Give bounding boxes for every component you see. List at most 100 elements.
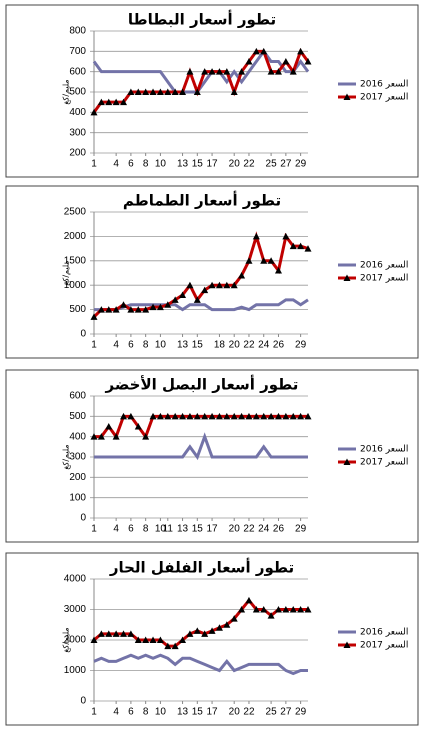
marker	[149, 636, 157, 643]
y-tick-label: 300	[69, 127, 86, 138]
marker	[230, 281, 238, 289]
marker	[267, 412, 275, 420]
series-line	[92, 48, 310, 94]
marker	[142, 636, 150, 643]
x-tick-label: 10	[155, 340, 167, 351]
marker	[142, 88, 150, 95]
marker	[289, 412, 297, 420]
x-tick-label: 29	[295, 524, 307, 535]
marker	[179, 636, 187, 643]
legend-label: السعر 2017	[360, 458, 408, 468]
x-tick-label: 17	[207, 707, 219, 718]
marker	[215, 624, 223, 631]
marker	[304, 412, 312, 420]
legend-marker	[343, 641, 351, 648]
marker	[260, 606, 268, 613]
marker	[127, 306, 135, 313]
series-line	[94, 432, 308, 461]
marker	[201, 412, 209, 420]
y-tick-label: 600	[69, 66, 86, 77]
marker	[127, 630, 135, 637]
y-tick-label: 1500	[64, 255, 87, 266]
x-tick-label: 13	[177, 524, 189, 535]
x-tick-label: 15	[192, 159, 204, 170]
x-tick-label: 22	[243, 524, 255, 535]
x-tick-label: 1	[91, 524, 97, 535]
y-tick-label: 400	[69, 431, 86, 442]
marker	[164, 301, 172, 308]
x-tick-label: 13	[177, 340, 189, 351]
x-tick-label: 1	[91, 340, 97, 351]
marker	[186, 412, 194, 420]
x-tick-label: 6	[128, 340, 134, 351]
marker	[289, 606, 297, 613]
x-tick-label: 4	[113, 707, 119, 718]
legend-label: السعر 2017	[360, 641, 408, 651]
marker	[282, 606, 290, 613]
marker	[179, 88, 187, 95]
x-tick-label: 27	[280, 707, 292, 718]
legend-marker	[343, 458, 351, 465]
marker	[252, 606, 260, 613]
marker	[149, 88, 157, 95]
marker	[149, 412, 157, 420]
y-tick-label: 1000	[64, 665, 87, 676]
marker	[260, 257, 268, 264]
marker	[97, 630, 105, 637]
marker	[201, 286, 209, 294]
marker	[156, 303, 164, 311]
marker	[171, 642, 179, 650]
marker	[171, 412, 179, 420]
x-tick-label: 10	[155, 159, 167, 170]
x-tick-label: 17	[207, 524, 219, 535]
marker	[134, 306, 142, 313]
legend-label: السعر 2016	[360, 261, 408, 271]
x-tick-label: 22	[243, 159, 255, 170]
y-tick-label: 1000	[64, 280, 87, 291]
marker	[120, 412, 128, 420]
y-tick-label: 0	[80, 329, 86, 340]
marker	[245, 58, 253, 65]
marker	[112, 306, 120, 313]
marker	[105, 98, 113, 106]
marker	[289, 242, 297, 250]
marker	[215, 68, 223, 75]
y-tick-label: 500	[69, 87, 86, 98]
x-tick-label: 15	[192, 340, 204, 351]
chart-title: تطور أسعار البصل الأخضر	[105, 375, 299, 394]
chart-title: تطور أسعار الطماطم	[123, 191, 281, 210]
y-tick-label: 100	[69, 492, 86, 503]
marker	[112, 433, 120, 440]
y-tick-label: 2000	[64, 635, 87, 646]
y-tick-label: 200	[69, 148, 86, 159]
marker	[297, 606, 305, 613]
marker	[186, 630, 194, 637]
marker	[127, 412, 135, 420]
marker	[215, 412, 223, 420]
marker	[208, 68, 216, 75]
marker	[282, 232, 290, 240]
y-tick-label: 500	[69, 304, 86, 315]
x-tick-label: 1	[91, 159, 97, 170]
x-tick-label: 8	[143, 159, 149, 170]
y-axis-label: مليم/كغ	[62, 260, 71, 285]
marker	[274, 267, 282, 274]
series-line	[93, 653, 308, 676]
marker	[179, 412, 187, 420]
marker	[238, 412, 246, 420]
x-tick-label: 1	[91, 707, 97, 718]
marker	[304, 245, 312, 252]
x-tick-label: 10	[155, 524, 167, 535]
marker	[90, 636, 98, 643]
marker	[267, 68, 275, 75]
y-tick-label: 2500	[64, 207, 87, 218]
marker	[252, 47, 260, 55]
x-tick-label: 20	[229, 707, 241, 718]
marker	[97, 98, 105, 106]
marker	[186, 281, 194, 289]
marker	[193, 296, 201, 303]
x-tick-label: 24	[258, 340, 270, 351]
marker	[201, 68, 209, 75]
marker	[267, 257, 275, 264]
